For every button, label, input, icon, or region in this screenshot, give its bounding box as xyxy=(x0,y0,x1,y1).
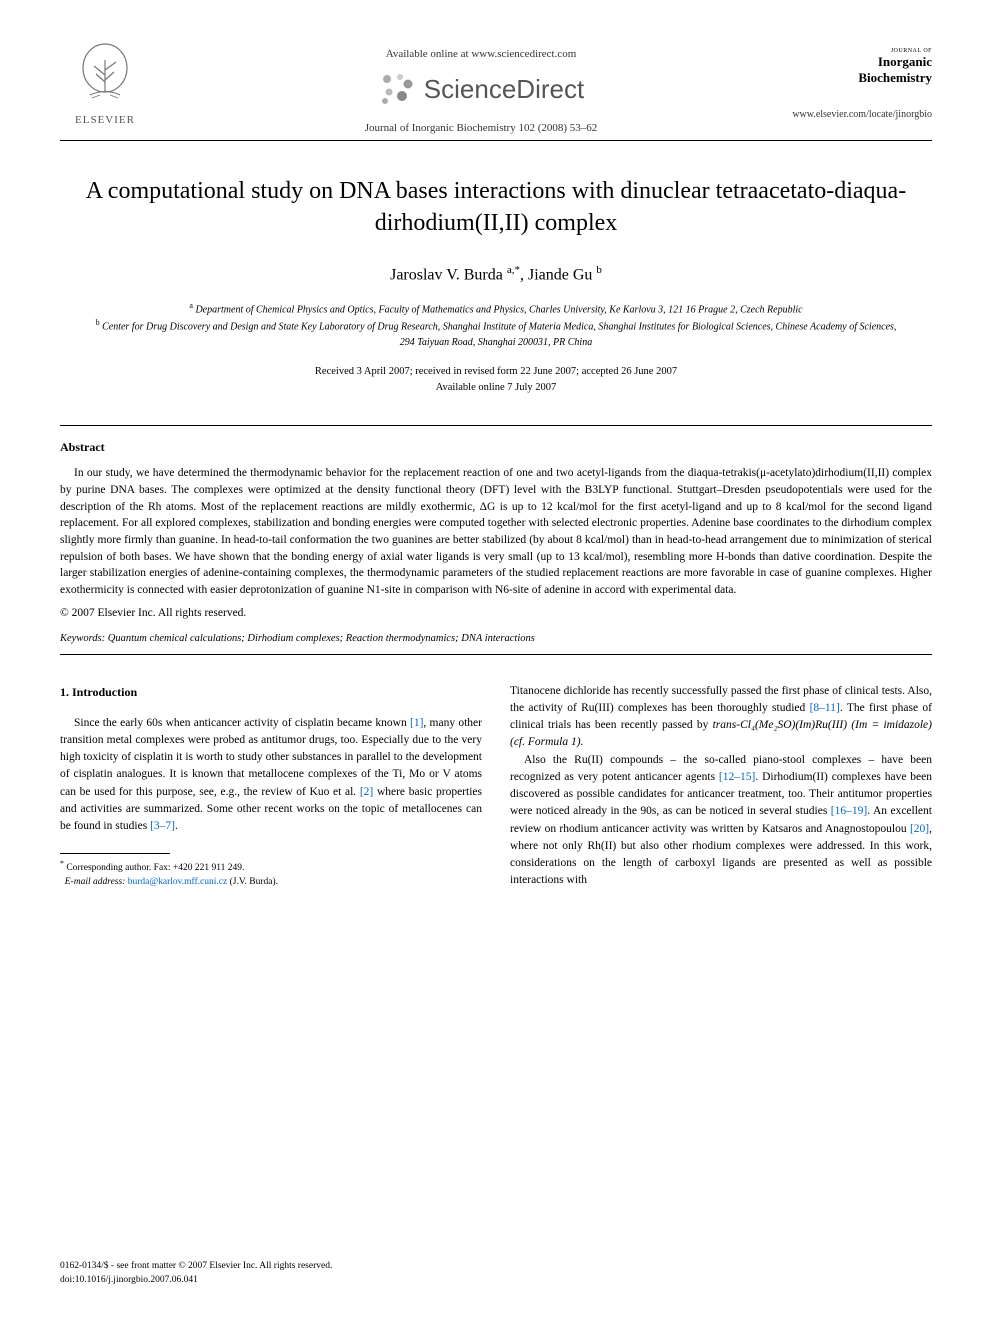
author-1-aff: a,* xyxy=(507,264,520,276)
authors-line: Jaroslav V. Burda a,*, Jiande Gu b xyxy=(60,264,932,284)
intro-heading: 1. Introduction xyxy=(60,683,482,701)
intro-text-1: Since the early 60s when anticancer acti… xyxy=(74,717,410,729)
intro-para-1: Since the early 60s when anticancer acti… xyxy=(60,715,482,836)
citation-link-7[interactable]: [20] xyxy=(910,823,929,835)
body-column-left: 1. Introduction Since the early 60s when… xyxy=(60,683,482,890)
affiliation-b: Center for Drug Discovery and Design and… xyxy=(102,322,896,348)
keywords-line: Keywords: Quantum chemical calculations;… xyxy=(60,633,932,644)
elsevier-label: ELSEVIER xyxy=(75,114,135,126)
copyright-line: © 2007 Elsevier Inc. All rights reserved… xyxy=(60,607,932,619)
available-online-text: Available online at www.sciencedirect.co… xyxy=(386,48,577,60)
citation-link-6[interactable]: [16–19] xyxy=(831,805,867,817)
journal-logo-name1: Inorganic xyxy=(878,54,932,70)
sciencedirect-logo: ScienceDirect xyxy=(378,70,584,108)
journal-logo: JOURNAL OF Inorganic Biochemistry www.el… xyxy=(812,40,932,120)
intro-text-4: . xyxy=(175,820,178,832)
footer-line2: doi:10.1016/j.jinorgbio.2007.06.041 xyxy=(60,1275,198,1285)
body-column-right: Titanocene dichloride has recently succe… xyxy=(510,683,932,890)
footer-line1: 0162-0134/$ - see front matter © 2007 El… xyxy=(60,1261,332,1271)
center-header: Available online at www.sciencedirect.co… xyxy=(150,40,812,134)
article-title: A computational study on DNA bases inter… xyxy=(60,175,932,240)
intro-para-3: Also the Ru(II) compounds – the so-calle… xyxy=(510,752,932,890)
sciencedirect-text: ScienceDirect xyxy=(424,74,584,105)
elsevier-tree-icon xyxy=(70,40,140,110)
header-row: ELSEVIER Available online at www.science… xyxy=(60,40,932,134)
intro-para-2: Titanocene dichloride has recently succe… xyxy=(510,683,932,752)
footnote-email-label: E-mail address: xyxy=(65,877,126,887)
citation-link-2[interactable]: [2] xyxy=(360,786,373,798)
body-columns: 1. Introduction Since the early 60s when… xyxy=(60,683,932,890)
author-2-aff: b xyxy=(596,264,602,276)
footnote-rule xyxy=(60,853,170,854)
keywords-label: Keywords: xyxy=(60,633,105,644)
citation-link-1[interactable]: [1] xyxy=(410,717,423,729)
author-2: Jiande Gu xyxy=(528,266,592,283)
keywords-text: Quantum chemical calculations; Dirhodium… xyxy=(108,633,535,644)
abstract-text: In our study, we have determined the the… xyxy=(60,465,932,598)
elsevier-logo: ELSEVIER xyxy=(60,40,150,126)
journal-reference: Journal of Inorganic Biochemistry 102 (2… xyxy=(365,122,598,134)
abstract-rule-top xyxy=(60,425,932,426)
affiliations: a Department of Chemical Physics and Opt… xyxy=(60,300,932,350)
journal-logo-name2: Biochemistry xyxy=(858,70,932,86)
abstract-rule-bottom xyxy=(60,654,932,655)
affiliation-a: Department of Chemical Physics and Optic… xyxy=(195,304,802,315)
corresponding-footnote: * Corresponding author. Fax: +420 221 91… xyxy=(60,858,482,890)
dates-line2: Available online 7 July 2007 xyxy=(436,382,557,393)
journal-url: www.elsevier.com/locate/jinorgbio xyxy=(792,109,932,120)
author-1: Jaroslav V. Burda xyxy=(390,266,503,283)
citation-link-5[interactable]: [12–15] xyxy=(719,771,755,783)
sciencedirect-icon xyxy=(378,70,416,108)
dates-line1: Received 3 April 2007; received in revis… xyxy=(315,366,677,377)
citation-link-4[interactable]: [8–11] xyxy=(810,702,840,714)
footnote-corr: Corresponding author. Fax: +420 221 911 … xyxy=(66,864,244,874)
abstract-heading: Abstract xyxy=(60,440,932,455)
footnote-email-link[interactable]: burda@karlov.mff.cuni.cz xyxy=(128,877,228,887)
footnote-email-name: (J.V. Burda). xyxy=(230,877,278,887)
article-dates: Received 3 April 2007; received in revis… xyxy=(60,364,932,396)
citation-link-3[interactable]: [3–7] xyxy=(150,820,175,832)
header-rule xyxy=(60,140,932,141)
page-footer: 0162-0134/$ - see front matter © 2007 El… xyxy=(60,1260,332,1287)
